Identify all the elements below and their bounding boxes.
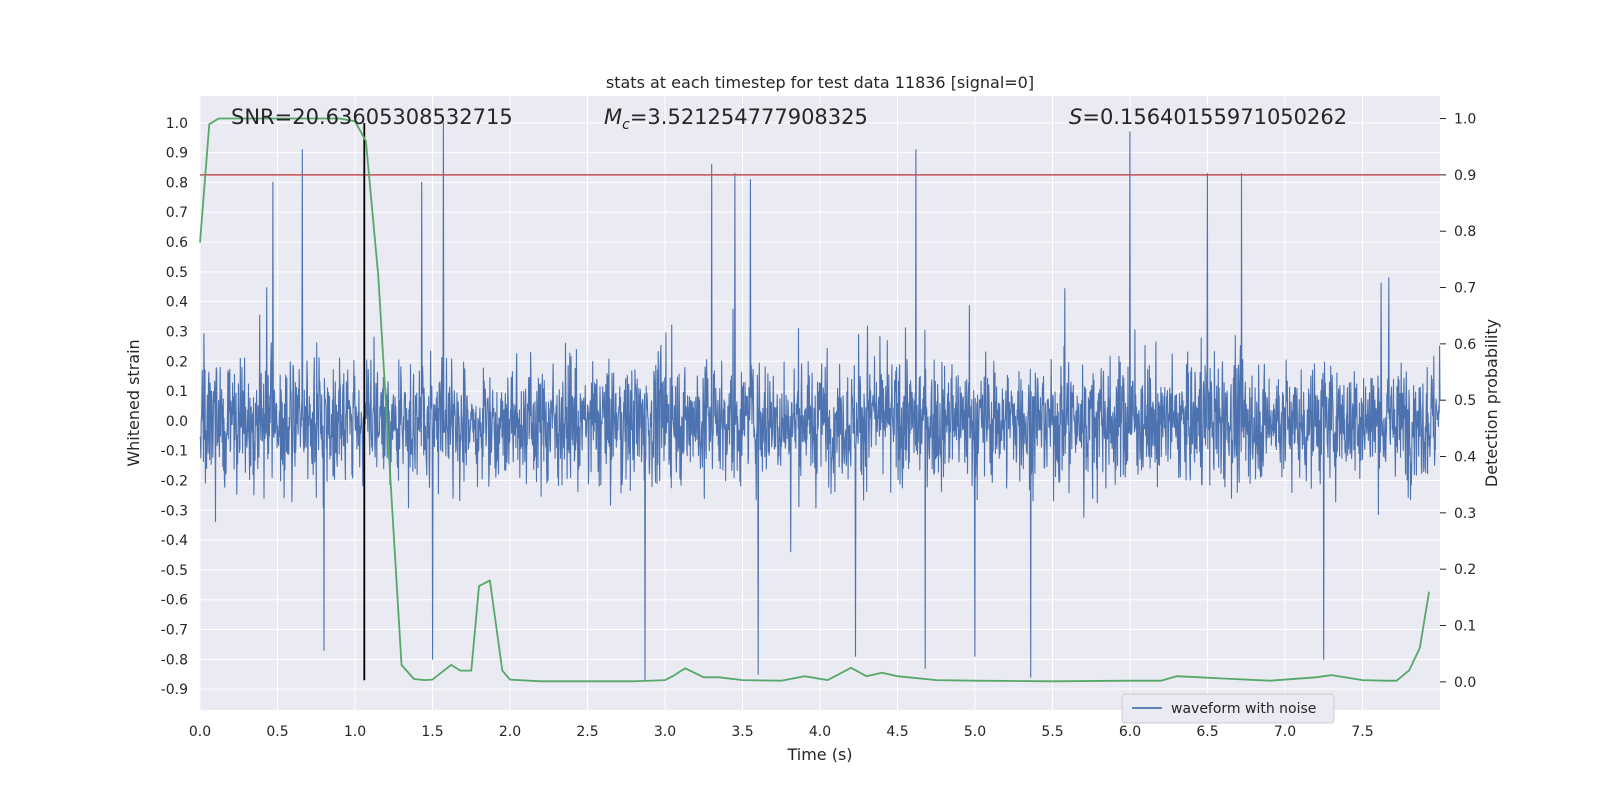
y-tick-label-left: 1.0 (166, 116, 188, 132)
y-tick-label-right: 0.9 (1454, 168, 1476, 184)
y-tick-label-left: -0.2 (161, 473, 188, 489)
y-tick-label-right: 0.5 (1454, 393, 1476, 409)
y-axis-left: 1.0 0.9 0.8 0.7 0.6 0.5 0.4 0.3 0.2 0.1 0.0 -0.1 -0.… (161, 116, 188, 698)
y-axis-label-right: Detection probability (1482, 319, 1501, 487)
x-tick-label: 0.0 (189, 724, 211, 740)
y-tick-label-left: -0.6 (161, 593, 188, 609)
y-tick-label-right: 0.2 (1454, 562, 1476, 578)
y-tick-label-left: 0.5 (166, 265, 188, 281)
y-tick-label-left: 0.9 (166, 146, 188, 162)
y-tick-label-left: -0.3 (161, 503, 188, 519)
waveform-line (199, 122, 1441, 681)
y-tick-label-left: -0.5 (161, 563, 188, 579)
y-tick-label-right: 0.3 (1454, 506, 1476, 522)
x-tick-label: 1.0 (344, 724, 366, 740)
y-tick-label-right: 0.6 (1454, 337, 1476, 353)
s-annotation: S=0.15640155971050262 (1069, 105, 1347, 129)
x-tick-label: 1.5 (421, 724, 443, 740)
y-tick-label-left: -0.7 (161, 623, 188, 639)
x-tick-label: 6.0 (1119, 724, 1141, 740)
legend-label: waveform with noise (1171, 701, 1316, 717)
y-tick-label-left: -0.1 (161, 444, 188, 460)
x-axis-label: Time (s) (786, 745, 852, 764)
legend: waveform with noise (1121, 693, 1335, 724)
y-tick-label-left: 0.6 (166, 235, 188, 251)
probability-line (199, 117, 1430, 683)
x-tick-label: 5.5 (1041, 724, 1063, 740)
waveform-series (199, 122, 1441, 681)
x-tick-label: 4.0 (809, 724, 831, 740)
y-tick-label-right: 1.0 (1454, 112, 1476, 128)
x-tick-label: 6.5 (1196, 724, 1218, 740)
x-tick-label: 5.0 (964, 724, 986, 740)
y-tick-label-left: 0.1 (166, 384, 188, 400)
x-tick-label: 3.5 (731, 724, 753, 740)
y-tick-label-left: -0.9 (161, 682, 188, 698)
x-tick-label: 2.5 (576, 724, 598, 740)
y-tick-label-left: 0.3 (166, 324, 188, 340)
y-axis-label-left: Whitened strain (124, 339, 143, 466)
x-tick-label: 0.5 (266, 724, 288, 740)
x-tick-label: 2.0 (499, 724, 521, 740)
y-tick-label-right: 0.1 (1454, 619, 1476, 635)
x-tick-label: 7.5 (1351, 724, 1373, 740)
x-tick-label: 3.0 (654, 724, 676, 740)
chart-title: stats at each timestep for test data 118… (606, 73, 1034, 92)
x-tick-label: 7.0 (1274, 724, 1296, 740)
y-tick-label-left: -0.8 (161, 652, 188, 668)
y-tick-label-left: 0.2 (166, 354, 188, 370)
y-tick-label-left: -0.4 (161, 533, 188, 549)
y-tick-label-right: 0.8 (1454, 224, 1476, 240)
y-tick-label-left: 0.4 (166, 295, 188, 311)
mc-annotation: Mc=3.521254777908325 (604, 105, 868, 133)
y-tick-label-left: 0.8 (166, 175, 188, 191)
y-tick-label-right: 0.4 (1454, 450, 1476, 466)
snr-annotation: SNR=20.63605308532715 (231, 105, 513, 129)
x-tick-label: 4.5 (886, 724, 908, 740)
x-axis: 0.0 0.5 1.0 1.5 2.0 2.5 3.0 3.5 4.0 4.5 5.0 5.5 6.0 6… (189, 724, 1374, 740)
y-tick-label-left: 0.0 (166, 414, 188, 430)
y-tick-label-right: 0.0 (1454, 675, 1476, 691)
y-tick-label-right: 0.7 (1454, 281, 1476, 297)
y-axis-right: 1.0 0.9 0.8 0.7 0.6 0.5 0.4 0.3 0.2 0.1 0.0 (1440, 112, 1476, 691)
y-tick-label-left: 0.7 (166, 205, 188, 221)
probability-series (199, 117, 1430, 683)
legend-box (1121, 693, 1335, 724)
